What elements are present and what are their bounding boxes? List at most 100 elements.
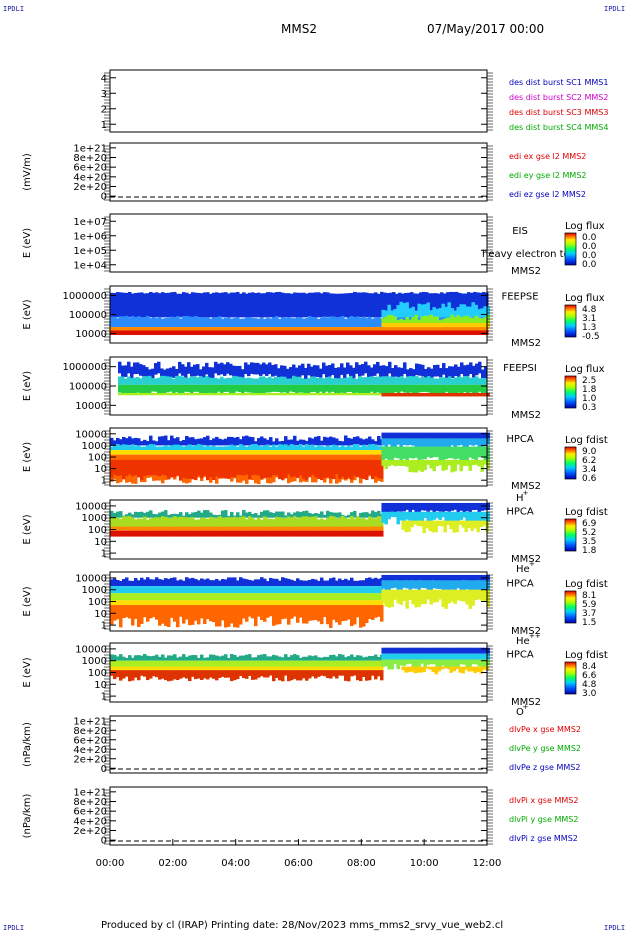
spectrogram-cell [257, 330, 261, 336]
spectrogram-cell [317, 670, 321, 677]
spectrogram-cell [335, 605, 339, 623]
spectrogram-cell [164, 318, 168, 328]
spectrogram-cell [364, 384, 368, 394]
spectrogram-cell [423, 659, 427, 669]
spectrogram-cell [477, 511, 481, 521]
spectrogram-cell [122, 292, 126, 318]
spectrogram-cell [320, 317, 324, 328]
spectrogram-cell [182, 605, 186, 624]
spectrogram-cell [155, 318, 159, 328]
spectrogram-cell [308, 292, 312, 318]
spectrogram-cell [419, 330, 423, 336]
instrument-label: FEEPSI [503, 363, 537, 374]
spectrogram-cell [166, 384, 170, 393]
spectrogram-cell [257, 318, 261, 328]
spectrogram-cell [429, 438, 433, 447]
spectrogram-cell [242, 327, 246, 331]
spectrogram-cell [110, 327, 114, 331]
spectrogram-cell [329, 655, 333, 661]
spectrogram-cell [447, 392, 451, 397]
spectrogram-cell [423, 438, 427, 448]
colorbar [564, 446, 577, 480]
spectrogram-cell [293, 459, 297, 477]
spectrogram-cell [353, 526, 357, 531]
spectrogram-cell [316, 384, 320, 395]
spectrogram-cell [149, 660, 153, 667]
spectrogram-cell [284, 450, 288, 455]
spectrogram-cell [152, 593, 156, 601]
spectrogram-cell [308, 459, 312, 478]
colorbar-tick-label: 0.0 [582, 251, 597, 261]
spectrogram-cell [449, 327, 453, 331]
spectrogram-cell [119, 459, 123, 476]
spectrogram-cell [230, 593, 234, 601]
spectrogram-cell [287, 327, 291, 331]
spectrogram-cell [278, 511, 282, 518]
spectrogram-cell [268, 392, 272, 396]
spectrogram-cell [212, 654, 216, 661]
spectrogram-cell [218, 459, 222, 479]
spectrogram-cell [218, 316, 222, 328]
legend-entry: edi ex gse l2 MMS2 [509, 152, 586, 161]
spectrogram-cell [161, 446, 165, 451]
spectrogram-cell [371, 327, 375, 331]
spectrogram-cell [344, 586, 348, 594]
spectrogram-cell [374, 518, 378, 527]
spectrogram-cell [441, 502, 445, 512]
spectrogram-cell [209, 440, 213, 446]
spectrogram-cell [214, 384, 218, 394]
spectrogram-cell [137, 660, 141, 667]
spectrogram-cell [474, 459, 478, 465]
spectrogram-cell [302, 459, 306, 479]
y-tick-label: 1e+06 [73, 231, 107, 242]
spectrogram-cell [483, 659, 487, 670]
spectrogram-cell [158, 316, 162, 328]
spectrogram-cell [134, 586, 138, 594]
spectrogram-cell [257, 666, 261, 671]
spectrogram-cell [462, 511, 466, 518]
spectrogram-cell [131, 530, 135, 537]
spectrogram-cell [134, 446, 138, 451]
spectrogram-cell [474, 392, 478, 397]
spectrogram-cell [152, 655, 156, 661]
spectrogram-cell [137, 670, 141, 681]
spectrogram-cell [164, 330, 168, 336]
colorbar-tick-label: 9.0 [582, 447, 597, 457]
spectrogram-cell [191, 670, 195, 677]
spectrogram-cell [227, 327, 231, 331]
spectrogram-cell [452, 520, 456, 533]
spectrogram-cell [232, 365, 236, 378]
spectrogram-cell [245, 435, 249, 446]
spectrogram-cell [194, 330, 198, 336]
spectrogram-cell [251, 317, 255, 328]
spectrogram-cell [203, 600, 207, 606]
spectrogram-cell [218, 580, 222, 587]
spectrogram-cell [417, 459, 421, 471]
spectrogram-cell [335, 656, 339, 661]
legend-entry: dlvPe x gse MMS2 [509, 725, 581, 734]
spectrogram-cell [245, 670, 249, 679]
spectrogram-cell [125, 514, 129, 518]
spectrogram-cell [317, 513, 321, 518]
spectrogram-cell [374, 292, 378, 318]
spectrogram-cell [433, 378, 437, 385]
y-tick-label: 100 [88, 597, 107, 608]
colorbar-tick-label: 8.1 [582, 591, 596, 601]
spectrogram-cell [347, 518, 351, 527]
spectrogram-cell [307, 392, 311, 396]
spectrogram-cell [263, 578, 267, 587]
spectrogram-cell [323, 656, 327, 661]
spectrogram-cell [209, 450, 213, 455]
spectrogram-cell [290, 600, 294, 606]
spectrogram-cell [331, 384, 335, 392]
spectrogram-cell [188, 605, 192, 626]
spectrogram-cell [293, 530, 297, 537]
spectrogram-cell [212, 327, 216, 331]
spectrogram-cell [341, 327, 345, 331]
spectrogram-cell [194, 593, 198, 601]
spectrogram-cell [356, 670, 360, 681]
spectrogram-cell [382, 365, 386, 377]
spectrogram-cell [173, 516, 177, 527]
spectrogram-cell [143, 605, 147, 618]
spectrogram-cell [293, 600, 297, 606]
